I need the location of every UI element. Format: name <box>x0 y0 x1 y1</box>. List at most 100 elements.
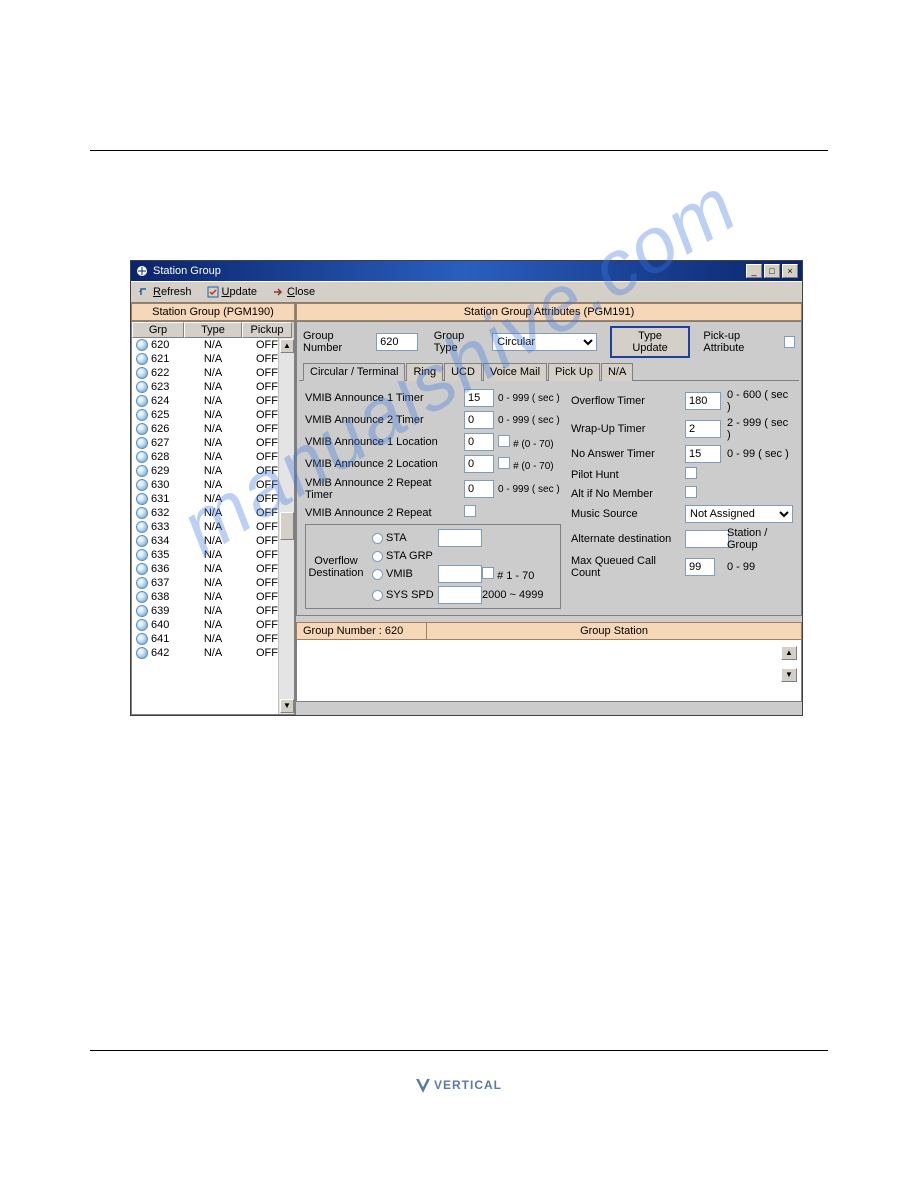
close-button[interactable]: Close <box>271 285 315 299</box>
table-row[interactable]: 625N/AOFF <box>132 408 294 422</box>
globe-icon <box>136 633 148 645</box>
spin-up-button[interactable]: ▲ <box>781 646 797 660</box>
pickup-attribute-checkbox[interactable] <box>784 336 796 348</box>
table-row[interactable]: 630N/AOFF <box>132 478 294 492</box>
vmib-a1-loc-label: VMIB Announce 1 Location <box>305 436 460 448</box>
music-source-select[interactable]: Not Assigned <box>685 505 793 523</box>
table-row[interactable]: 624N/AOFF <box>132 394 294 408</box>
radio-vmib[interactable] <box>372 569 383 580</box>
col-pickup[interactable]: Pickup <box>242 322 292 338</box>
vmib-a1-timer-label: VMIB Announce 1 Timer <box>305 392 460 404</box>
vmib-a2-repeat-checkbox[interactable] <box>464 505 476 517</box>
update-button[interactable]: Update <box>206 285 257 299</box>
table-row[interactable]: 631N/AOFF <box>132 492 294 506</box>
overflow-timer-input[interactable] <box>685 392 721 410</box>
table-row[interactable]: 626N/AOFF <box>132 422 294 436</box>
table-row[interactable]: 628N/AOFF <box>132 450 294 464</box>
radio-sta[interactable] <box>372 533 383 544</box>
table-row[interactable]: 627N/AOFF <box>132 436 294 450</box>
vmib-a2-repeat-timer-input[interactable] <box>464 480 494 498</box>
table-row[interactable]: 641N/AOFF <box>132 632 294 646</box>
tab-na[interactable]: N/A <box>601 363 633 381</box>
table-row[interactable]: 636N/AOFF <box>132 562 294 576</box>
table-row[interactable]: 621N/AOFF <box>132 352 294 366</box>
alt-destination-input[interactable] <box>685 530 729 548</box>
radio-stagrp[interactable] <box>372 551 383 562</box>
vertical-logo-icon <box>416 1079 430 1093</box>
type-update-button[interactable]: Type Update <box>610 326 689 358</box>
table-row[interactable]: 642N/AOFF <box>132 646 294 660</box>
tab-circular-terminal[interactable]: Circular / Terminal <box>303 363 405 381</box>
vmib-a2-loc-input[interactable] <box>464 455 494 473</box>
wrapup-timer-input[interactable] <box>685 420 721 438</box>
group-type-select[interactable]: Circular <box>492 333 597 351</box>
group-grid: Grp Type Pickup 620N/AOFF621N/AOFF622N/A… <box>131 321 295 715</box>
alt-if-no-member-label: Alt if No Member <box>571 488 681 500</box>
refresh-label: Refresh <box>153 286 192 298</box>
tab-voice-mail[interactable]: Voice Mail <box>483 363 547 381</box>
scroll-up-icon[interactable]: ▲ <box>280 339 294 353</box>
table-row[interactable]: 635N/AOFF <box>132 548 294 562</box>
pilot-hunt-checkbox[interactable] <box>685 467 697 479</box>
table-row[interactable]: 639N/AOFF <box>132 604 294 618</box>
table-row[interactable]: 622N/AOFF <box>132 366 294 380</box>
table-row[interactable]: 634N/AOFF <box>132 534 294 548</box>
reorder-spinner: ▲ ▼ <box>781 646 797 682</box>
no-answer-timer-input[interactable] <box>685 445 721 463</box>
table-row[interactable]: 623N/AOFF <box>132 380 294 394</box>
maximize-button[interactable]: □ <box>764 264 780 278</box>
group-row: Group Number Group Type Circular Type Up… <box>297 322 801 362</box>
no-answer-timer-range: 0 - 99 ( sec ) <box>727 448 793 460</box>
vmib-a2-loc-checkbox[interactable] <box>498 457 510 469</box>
globe-icon <box>136 339 148 351</box>
tab-pick-up[interactable]: Pick Up <box>548 363 600 381</box>
scroll-down-icon[interactable]: ▼ <box>280 699 294 713</box>
page-bottom-rule <box>90 1050 828 1051</box>
vmib-a1-loc-checkbox[interactable] <box>498 435 510 447</box>
spin-down-button[interactable]: ▼ <box>781 668 797 682</box>
refresh-button[interactable]: Refresh <box>137 285 192 299</box>
vmib-hash-checkbox[interactable] <box>482 567 494 579</box>
alt-if-no-member-checkbox[interactable] <box>685 486 697 498</box>
table-row[interactable]: 629N/AOFF <box>132 464 294 478</box>
col-grp[interactable]: Grp <box>132 322 184 338</box>
globe-icon <box>136 353 148 365</box>
left-pane: Station Group (PGM190) Grp Type Pickup 6… <box>131 303 296 715</box>
table-row[interactable]: 638N/AOFF <box>132 590 294 604</box>
vmib-value-input[interactable] <box>438 565 482 583</box>
minimize-button[interactable]: _ <box>746 264 762 278</box>
scroll-thumb[interactable] <box>280 512 294 540</box>
radio-sysspd[interactable] <box>372 590 383 601</box>
max-queued-input[interactable] <box>685 558 715 576</box>
grid-scrollbar[interactable]: ▲ ▼ <box>278 338 294 714</box>
right-header: Station Group Attributes (PGM191) <box>296 303 802 321</box>
globe-icon <box>136 521 148 533</box>
table-row[interactable]: 640N/AOFF <box>132 618 294 632</box>
overflow-destination-box: Overflow Destination STA STA GRP VM <box>305 524 561 609</box>
vmib-a2-loc-chk-wrap: # (0 - 70) <box>498 457 560 472</box>
sta-value-input[interactable] <box>438 529 482 547</box>
globe-icon <box>136 605 148 617</box>
tab-ring[interactable]: Ring <box>406 363 443 381</box>
vmib-a2-timer-input[interactable] <box>464 411 494 429</box>
vmib-a1-timer-input[interactable] <box>464 389 494 407</box>
titlebar[interactable]: Station Group _ □ × <box>131 261 802 281</box>
left-header: Station Group (PGM190) <box>131 303 295 321</box>
music-source-label: Music Source <box>571 508 681 520</box>
table-row[interactable]: 632N/AOFF <box>132 506 294 520</box>
table-row[interactable]: 620N/AOFF <box>132 338 294 352</box>
overflow-label-2: Destination <box>308 567 363 579</box>
close-window-button[interactable]: × <box>782 264 798 278</box>
group-number-input[interactable] <box>376 333 418 351</box>
globe-icon <box>136 619 148 631</box>
vmib-a1-loc-chk-wrap: # (0 - 70) <box>498 435 560 450</box>
grid-body: 620N/AOFF621N/AOFF622N/AOFF623N/AOFF624N… <box>132 338 294 714</box>
sysspd-value-input[interactable] <box>438 586 482 604</box>
grid-header: Grp Type Pickup <box>132 322 294 338</box>
col-type[interactable]: Type <box>184 322 242 338</box>
globe-icon <box>136 535 148 547</box>
tab-ucd[interactable]: UCD <box>444 363 482 381</box>
vmib-a1-loc-input[interactable] <box>464 433 494 451</box>
table-row[interactable]: 633N/AOFF <box>132 520 294 534</box>
table-row[interactable]: 637N/AOFF <box>132 576 294 590</box>
